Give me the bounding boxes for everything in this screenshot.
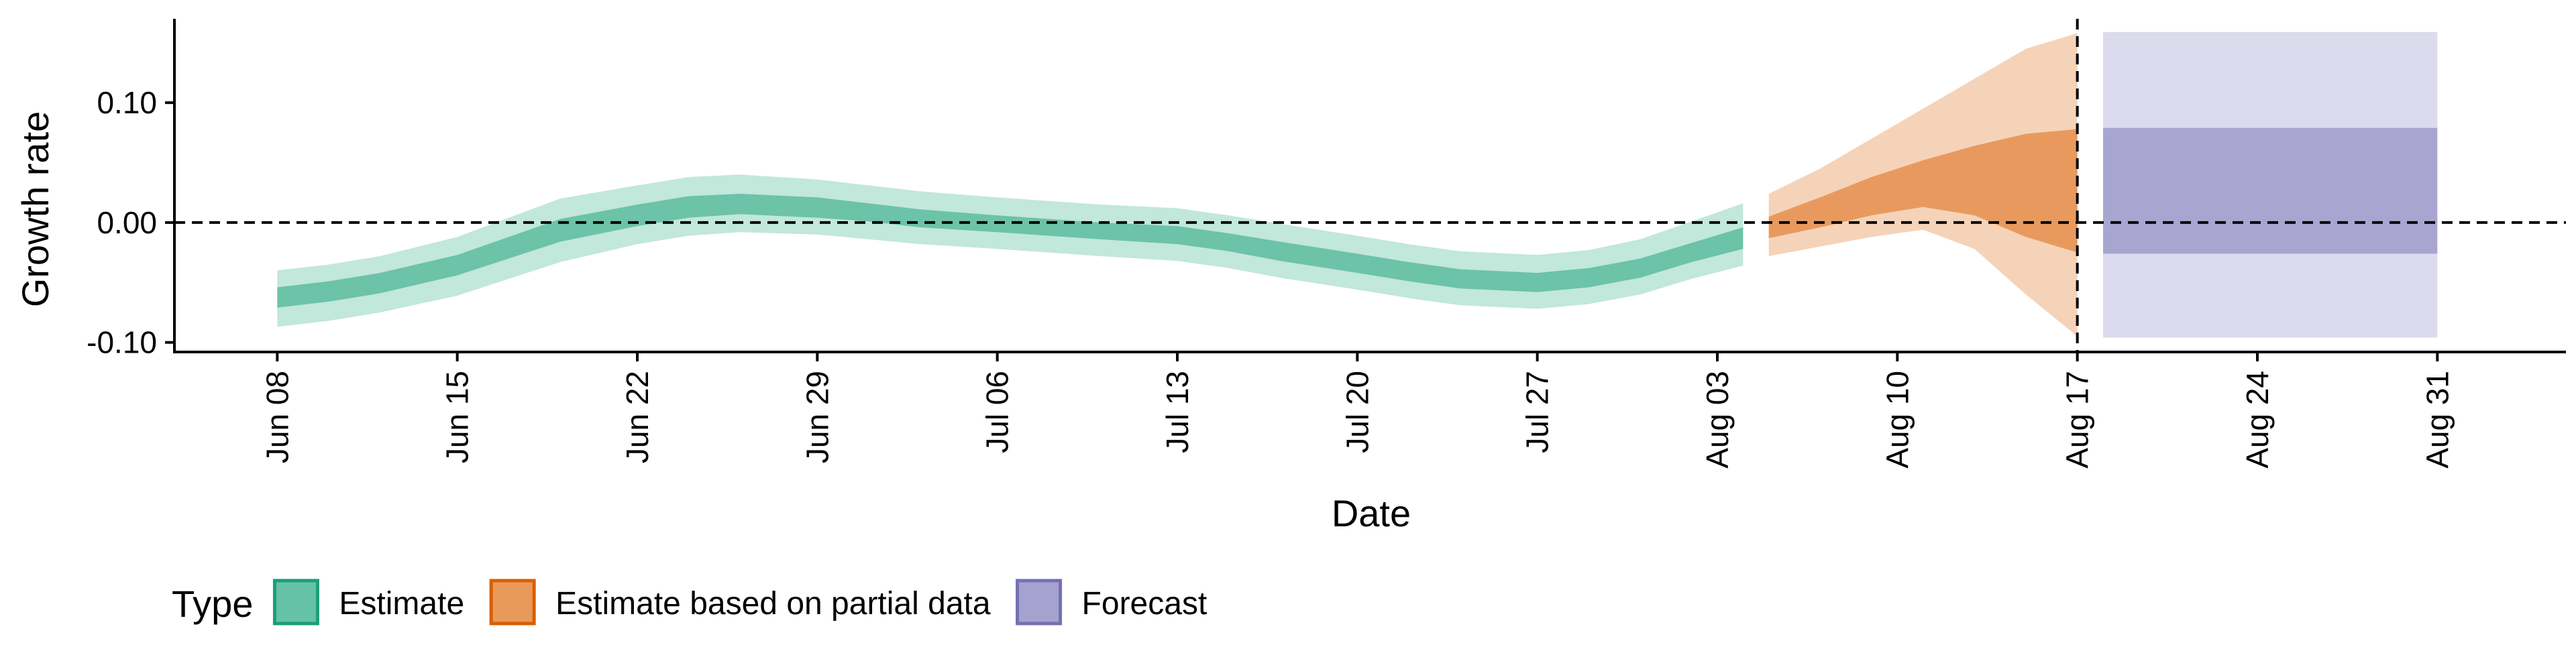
x-tick-label: Jul 20 — [1340, 371, 1375, 453]
estimate-inner-band — [277, 194, 1743, 308]
legend: Type Estimate Estimate based on partial d… — [172, 579, 1208, 626]
x-tick-label: Jun 22 — [620, 371, 655, 463]
x-tick-label: Jul 06 — [980, 371, 1015, 453]
reference-lines-layer — [174, 19, 2566, 352]
x-tick-label: Jun 08 — [260, 371, 294, 463]
x-tick-label: Aug 03 — [1700, 371, 1735, 469]
y-axis-title: Growth rate — [14, 111, 56, 308]
forecast-legend-swatch — [1016, 579, 1063, 626]
x-tick-label: Jun 29 — [800, 371, 835, 463]
y-tick-label: 0.10 — [97, 85, 157, 120]
x-tick-label: Aug 10 — [1880, 371, 1915, 469]
x-tick-label: Jun 15 — [440, 371, 475, 463]
legend-title: Type — [172, 583, 253, 625]
y-tick-label: 0.00 — [97, 205, 157, 240]
estimate-legend-label: Estimate — [339, 586, 464, 622]
forecast-inner-band — [2103, 127, 2438, 254]
bands-layer — [277, 32, 2438, 338]
y-tick-label: -0.10 — [87, 325, 157, 360]
estimate-based-on-partial-data-legend-label: Estimate based on partial data — [555, 586, 991, 622]
estimate-legend-swatch — [272, 579, 319, 626]
x-tick-label: Aug 31 — [2420, 371, 2455, 469]
forecast-legend-label: Forecast — [1082, 586, 1208, 622]
estimate-based-on-partial-data-inner-band — [1768, 129, 2078, 253]
estimate-based-on-partial-data-legend-swatch — [489, 579, 536, 626]
x-tick-label: Jul 27 — [1520, 371, 1555, 453]
x-tick-label: Jul 13 — [1160, 371, 1195, 453]
x-tick-label: Aug 17 — [2060, 371, 2095, 469]
x-tick-label: Aug 24 — [2240, 371, 2275, 469]
axes-layer: 0.10 0.00 -0.10 Jun 08 Jun 15 Jun 22 Jun 29 Jul… — [87, 19, 2566, 469]
x-axis-title: Date — [1332, 492, 1411, 534]
